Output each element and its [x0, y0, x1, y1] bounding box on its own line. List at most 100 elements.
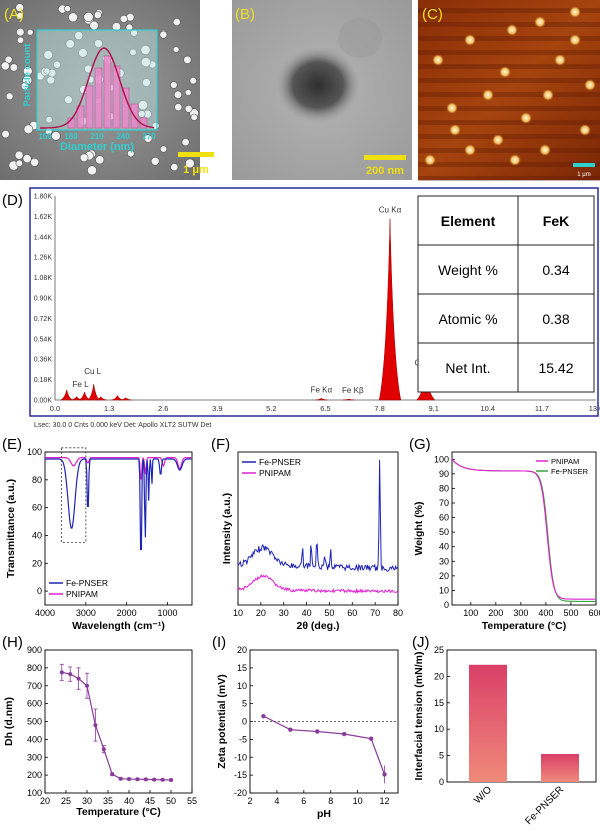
particle [94, 39, 103, 48]
data-point [127, 777, 131, 782]
data-point [143, 777, 148, 782]
y-axis-label: Dh (d.nm) [3, 697, 15, 746]
y-tick-label: 30 [439, 556, 449, 566]
y-tick-label: 0.36K [34, 357, 53, 364]
particle [22, 154, 32, 164]
y-tick-label: 20 [439, 571, 449, 581]
y-tick-label: 5 [242, 699, 247, 709]
peak-label: Fe Kα [311, 385, 333, 394]
data-point [152, 777, 157, 782]
y-tick-label: 90 [439, 469, 449, 479]
particle [140, 44, 151, 55]
scale-bar-b [364, 155, 406, 160]
eds-peak [78, 391, 91, 401]
particle [89, 20, 99, 31]
afm-particle [509, 154, 521, 166]
x-axis-label: Temperature (°C) [76, 806, 161, 818]
x-tick-label: 50 [324, 608, 334, 618]
particle [172, 46, 180, 53]
x-tick-label: 20 [256, 608, 266, 618]
y-tick-label: 100 [434, 454, 449, 464]
table-row-value: 0.34 [542, 262, 569, 278]
y-tick-label: 0 [242, 717, 247, 727]
data-point [85, 683, 89, 688]
particle [125, 23, 134, 32]
panel-label-c: (C) [422, 6, 443, 23]
particle [68, 12, 78, 23]
particle [15, 159, 23, 168]
y-tick-label: 15 [237, 663, 247, 673]
panel-label-d: (D) [2, 192, 23, 209]
x-tick-label: 30 [279, 608, 289, 618]
plot-area [44, 649, 193, 794]
y-tick-label: 100 [27, 788, 42, 798]
x-tick-label: 1.3 [104, 404, 114, 413]
highlight-box [60, 447, 87, 543]
afm-particle [534, 16, 546, 28]
x-axis-label: 2θ (deg.) [296, 620, 339, 632]
x-tick-label: 7.8 [374, 404, 384, 413]
panel-j: 0 5 10 15 20 25 Interfacial tension (mN/m) W/O F… [413, 645, 597, 827]
y-tick-label: 600 [27, 699, 42, 709]
y-tick-label: 300 [27, 752, 42, 762]
x-tick-label: 6.5 [320, 404, 330, 413]
particle [170, 163, 179, 172]
particle [93, 11, 102, 19]
y-tick-label: -5 [239, 734, 247, 744]
particle [43, 50, 53, 60]
x-tick-label: 500 [563, 608, 578, 618]
histogram-bar [94, 67, 103, 129]
x-tick-label: 40 [124, 796, 134, 806]
y-tick-label: 0.90K [34, 296, 53, 303]
legend-label: PNIPAM [551, 457, 579, 466]
series-fe-pnser [451, 458, 596, 602]
data-point [382, 772, 387, 777]
x-tick-label: 35 [103, 796, 113, 806]
series-dh [61, 671, 172, 781]
gaussian-fit [40, 47, 155, 129]
particle [170, 81, 178, 89]
histogram-bar [112, 65, 121, 129]
y-tick-label: 10 [439, 585, 449, 595]
histogram-bar [121, 87, 130, 129]
x-tick-label: 4000 [35, 608, 55, 618]
y-tick-label: 0 [439, 777, 444, 787]
afm-particle [579, 124, 591, 136]
x-tick-label: 4 [274, 796, 279, 806]
afm-particle [520, 112, 532, 124]
afm-particle [506, 24, 518, 36]
y-tick-label: 10 [237, 681, 247, 691]
afm-particle [449, 124, 461, 136]
eds-table: Element FeK Weight % 0.34 Atomic % 0.38 … [417, 195, 595, 393]
x-tick-label: 1000 [157, 608, 177, 618]
eds-peak [378, 218, 402, 401]
y-tick-label: 20 [434, 671, 444, 681]
legend-label: Fe-PNSER [551, 467, 589, 476]
particle [78, 48, 88, 58]
particle [51, 131, 61, 141]
inset-x-label: Diameter (nm) [60, 141, 134, 153]
data-point [368, 736, 374, 741]
particle [26, 28, 34, 36]
plot-area [451, 451, 597, 606]
series-fe-pnser [237, 459, 399, 573]
inset-tick-label: 210 [90, 132, 104, 141]
y-tick-label: 0.54K [34, 336, 53, 343]
eds-peak [70, 396, 83, 401]
y-tick-label: 0.00K [34, 398, 53, 405]
series-zeta [263, 715, 386, 775]
y-tick-label: 40 [32, 530, 42, 540]
data-point [288, 727, 293, 732]
afm-particle [424, 154, 436, 166]
eds-footer: Lsec: 30.0 0 Cnts 0.000 keV Det: Apollo … [34, 422, 211, 429]
afm-particle [482, 89, 494, 101]
panel-i: 2 4 6 8 10 12 -20 -15 -10 -5 0 5 10 15 20 pH Zeta potent… [216, 645, 399, 820]
particle [30, 157, 39, 167]
x-tick-label: 45 [145, 796, 155, 806]
x-tick-label: 12 [380, 796, 390, 806]
series-pnipam [237, 573, 399, 595]
x-tick-label: 30 [82, 796, 92, 806]
y-tick-label: 0 [444, 600, 449, 610]
table-row-value: 0.38 [542, 311, 569, 327]
size-histogram-inset [36, 29, 158, 131]
